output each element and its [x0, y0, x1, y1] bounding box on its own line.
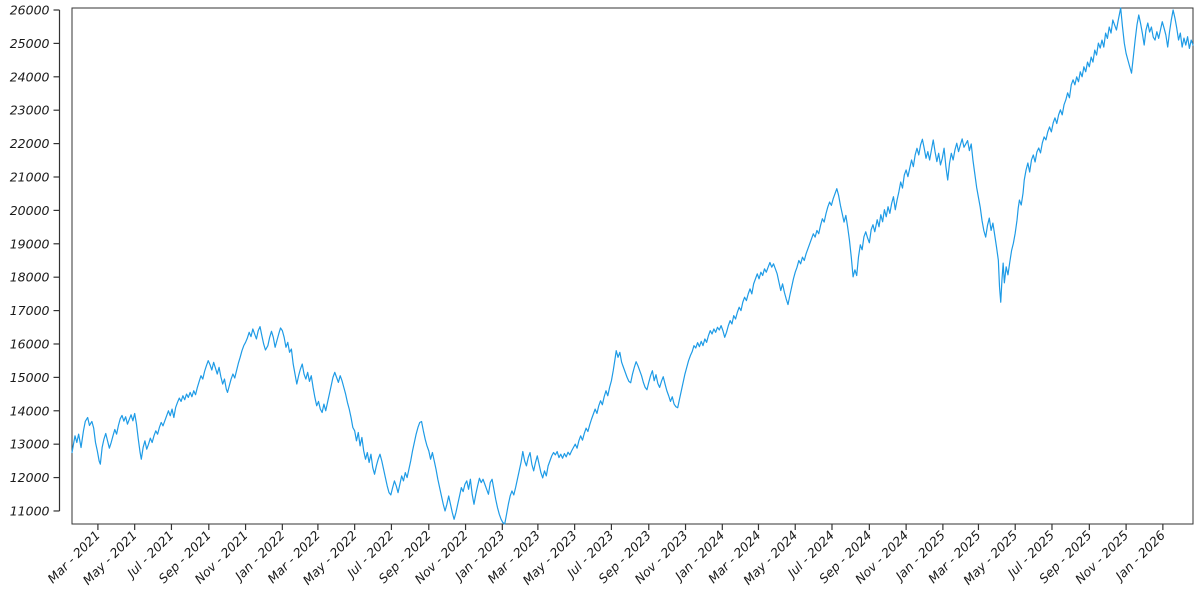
- y-tick-label: 23000: [10, 103, 50, 118]
- y-tick-label: 18000: [10, 270, 50, 285]
- y-tick-label: 26000: [10, 3, 50, 18]
- y-tick-label: 15000: [10, 370, 50, 385]
- y-tick-label: 14000: [10, 403, 50, 418]
- y-tick-label: 24000: [10, 69, 50, 84]
- y-tick-label: 13000: [10, 437, 50, 452]
- y-tick-label: 20000: [10, 203, 50, 218]
- y-tick-label: 25000: [10, 36, 50, 51]
- y-tick-label: 21000: [10, 169, 50, 184]
- y-tick-label: 22000: [10, 136, 50, 151]
- y-tick-label: 17000: [10, 303, 50, 318]
- y-tick-label: 16000: [10, 336, 50, 351]
- price-line: [71, 7, 1194, 525]
- y-tick-label: 11000: [10, 503, 50, 518]
- y-tick-label: 19000: [10, 236, 50, 251]
- plot-area: [71, 7, 1194, 525]
- y-tick-label: 12000: [10, 470, 50, 485]
